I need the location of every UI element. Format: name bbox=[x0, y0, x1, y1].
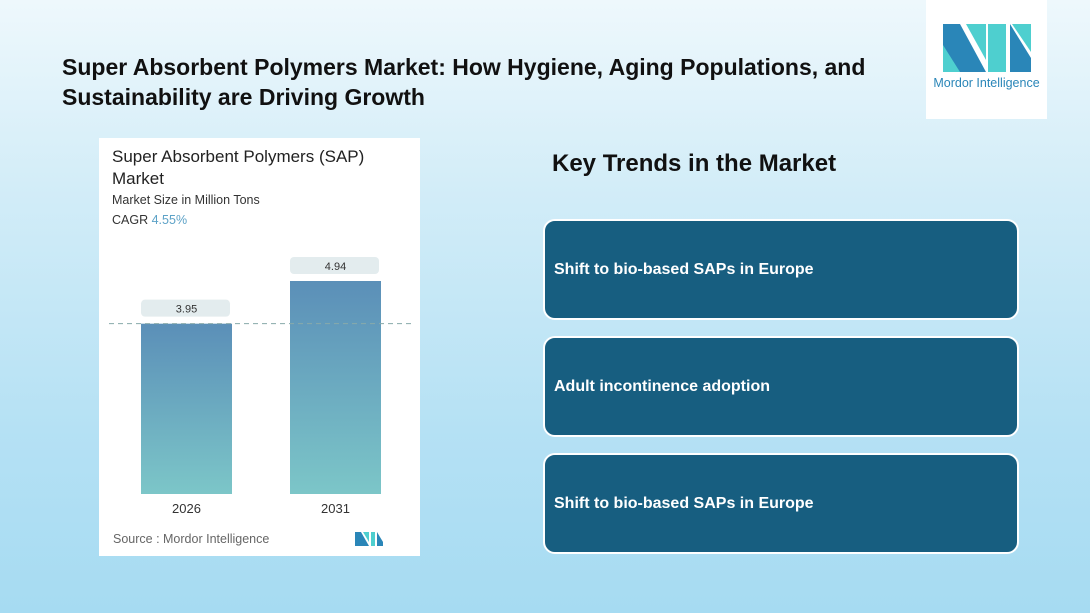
trend-item: Adult incontinence adoption bbox=[543, 336, 1019, 437]
key-trends-heading: Key Trends in the Market bbox=[552, 150, 837, 177]
trend-item: Shift to bio-based SAPs in Europe bbox=[543, 219, 1019, 320]
data-label: 4.94 bbox=[325, 261, 346, 273]
data-label-bg bbox=[290, 257, 379, 274]
chart-title: Super Absorbent Polymers (SAP) Market bbox=[112, 147, 365, 188]
x-tick-label: 2031 bbox=[321, 501, 350, 516]
bar-2026 bbox=[141, 323, 232, 494]
x-tick-label: 2026 bbox=[172, 501, 201, 516]
bar-chart: 3.95 2026 4.94 2031 bbox=[109, 257, 415, 516]
chart-card: Super Absorbent Polymers (SAP) Market Ma… bbox=[99, 138, 420, 556]
mordor-logo-icon bbox=[943, 24, 1031, 72]
logo-text: Mordor Intelligence bbox=[933, 76, 1040, 90]
source-label: Source : Mordor Intelligence bbox=[113, 532, 270, 546]
chart-subtitle: Market Size in Million Tons bbox=[112, 193, 260, 207]
cagr-label: CAGR bbox=[112, 213, 149, 227]
source-logo-icon bbox=[355, 532, 383, 546]
data-label-bg bbox=[141, 299, 230, 317]
data-label: 3.95 bbox=[176, 304, 197, 316]
cagr: CAGR 4.55% bbox=[112, 213, 187, 227]
mordor-logo: Mordor Intelligence bbox=[926, 0, 1047, 119]
cagr-value: 4.55% bbox=[151, 213, 188, 227]
page-title: Super Absorbent Polymers Market: How Hyg… bbox=[62, 54, 866, 110]
bar-2031 bbox=[290, 281, 381, 494]
trend-item: Shift to bio-based SAPs in Europe bbox=[543, 453, 1019, 554]
